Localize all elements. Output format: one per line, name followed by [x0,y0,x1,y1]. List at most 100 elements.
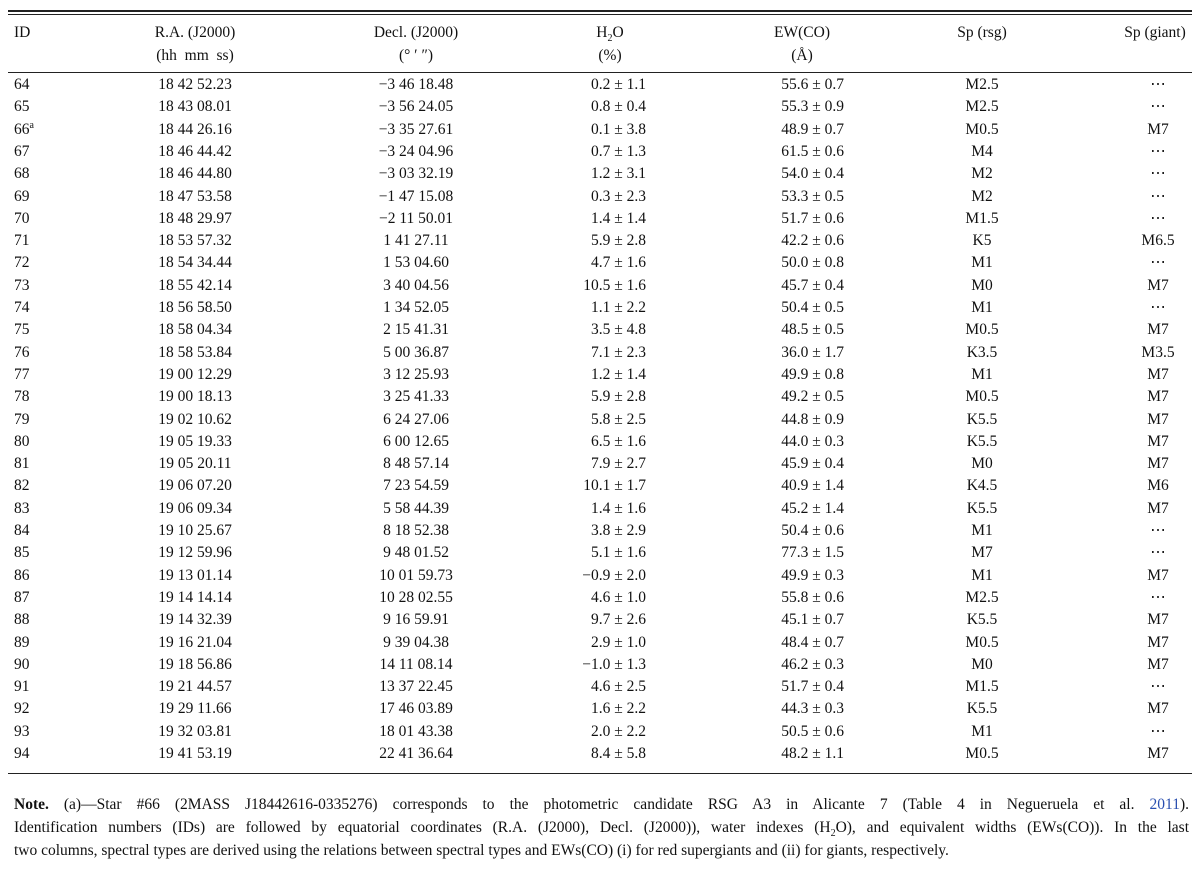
table-cell: M2.5 [965,588,999,606]
text: two columns, spectral types are derived … [14,842,949,859]
table-cell: 45.1 ± 0.7 [781,611,844,629]
table-cell: 19 05 20.11 [158,455,232,473]
table-cell: ⋯ [1150,187,1166,205]
table-cell: 18 54 34.44 [158,254,232,272]
table-cell: M7 [1147,633,1169,651]
table-cell: ⋯ [1150,522,1166,539]
table-cell: 65 [14,98,30,116]
header-cell: Decl. (J2000) [373,24,459,41]
table-cell: K5.5 [966,432,998,450]
header-cell: (° ′ ″) [398,47,434,64]
table-cell: M7 [1147,410,1169,428]
table-cell: 73 [14,276,30,294]
table-cell: 61.5 ± 0.6 [781,142,844,160]
table-cell: 5 58 44.39 [383,499,449,517]
table-cell: 2.0 ± 2.2 [590,722,646,740]
table-cell: 6 00 12.65 [383,432,449,450]
table-cell: 77 [14,365,30,383]
table-cell: 19 18 56.86 [158,655,232,673]
table-cell: ⋯ [1150,98,1166,116]
table-cell: M7 [1147,432,1169,450]
table-cell: 13 37 22.45 [379,678,453,696]
table-cell: 50.5 ± 0.6 [781,722,844,740]
table-cell: M3.5 [1141,343,1175,361]
table-cell: 6 24 27.06 [383,410,449,428]
table-cell: K5.5 [966,700,998,718]
table-cell: 19 32 03.81 [158,722,232,740]
table-cell: 18 43 08.01 [158,98,232,116]
table-cell: ⋯ [1150,588,1166,606]
table-cell: −2 11 50.01 [378,209,454,227]
table-cell: 5.1 ± 1.6 [590,544,646,562]
table-cell: 19 14 32.39 [158,611,232,629]
table-cell: 5.9 ± 2.8 [590,388,646,406]
table-cell: 8.4 ± 5.8 [590,745,646,762]
table-cell: 18 42 52.23 [158,76,232,93]
table-cell: M7 [1147,611,1169,629]
table-cell: 92 [14,700,30,718]
table-cell: M7 [1147,321,1169,339]
table-cell: M1 [971,254,993,272]
table-cell: 18 53 57.32 [158,232,232,250]
table-cell: 19 21 44.57 [158,678,232,696]
table-cell: M1 [971,365,993,383]
header-cell: EW(CO) [774,24,830,41]
table-cell: 93 [14,722,30,740]
top-rule [8,10,1192,12]
table-cell: M2.5 [965,76,999,93]
table-cell: 48.9 ± 0.7 [781,120,844,138]
text: 66 [14,120,30,138]
table-cell: M7 [1147,700,1169,718]
table-cell: M7 [1147,655,1169,673]
table-cell: K5 [972,232,992,250]
text: Identification numbers (IDs) are followe… [14,819,831,836]
table-cell: 1.4 ± 1.4 [590,209,646,227]
table-cell: −0.9 ± 2.0 [582,566,646,584]
table-cell: M2 [971,165,993,183]
table-cell: 68 [14,165,30,183]
table-cell: 81 [14,455,30,473]
note-line: Identification numbers (IDs) are followe… [14,816,1189,839]
table-cell: 67 [14,142,30,160]
table-cell: 85 [14,544,30,562]
table-cell: 7.9 ± 2.7 [590,455,646,473]
table-cell: 19 02 10.62 [158,410,232,428]
table-cell: M0 [971,276,993,294]
table-cell: −1.0 ± 1.3 [582,655,646,673]
table-cell: 18 56 58.50 [158,299,232,316]
table-cell: 94 [14,745,30,762]
table-cell: M1 [971,566,993,584]
table-cell: M7 [1147,120,1169,138]
table-cell: 74 [14,299,30,316]
table-cell: ⋯ [1150,544,1166,562]
table-cell: 19 12 59.96 [158,544,232,562]
table-cell: 78 [14,388,30,406]
header-cell: (hh mm ss) [156,47,234,64]
table-cell: 50.4 ± 0.6 [781,522,844,539]
table-cell: 22 41 36.64 [379,745,453,762]
table-cell: 8 48 57.14 [383,455,449,473]
table-cell: 0.8 ± 0.4 [590,98,646,116]
table-cell: M1.5 [965,678,999,696]
table-cell: 19 00 18.13 [158,388,232,406]
table-cell: 75 [14,321,30,339]
table-cell: 72 [14,254,30,272]
table-cell: 83 [14,499,30,517]
table-cell: −3 35 27.61 [378,120,454,138]
table-cell: M7 [1147,388,1169,406]
table-cell: 0.2 ± 1.1 [590,76,646,93]
table-cell: ⋯ [1150,722,1166,740]
table-cell: 18 44 26.16 [158,120,232,138]
table-cell: 19 29 11.66 [158,700,232,718]
table-cell: 45.9 ± 0.4 [781,455,844,473]
table-cell: 19 06 07.20 [158,477,232,495]
table-cell: 1.2 ± 1.4 [590,365,646,383]
table-cell: 2.9 ± 1.0 [590,633,646,651]
table-cell: M1 [971,299,993,316]
table-cell: 1.1 ± 2.2 [590,299,646,316]
table-cell: M7 [1147,499,1169,517]
text: O), and equivalent widths (EWs(CO)). In … [835,819,1190,836]
table-cell: 53.3 ± 0.5 [781,187,844,205]
table-cell: 6.5 ± 1.6 [590,432,646,450]
table-cell: M0.5 [965,633,999,651]
